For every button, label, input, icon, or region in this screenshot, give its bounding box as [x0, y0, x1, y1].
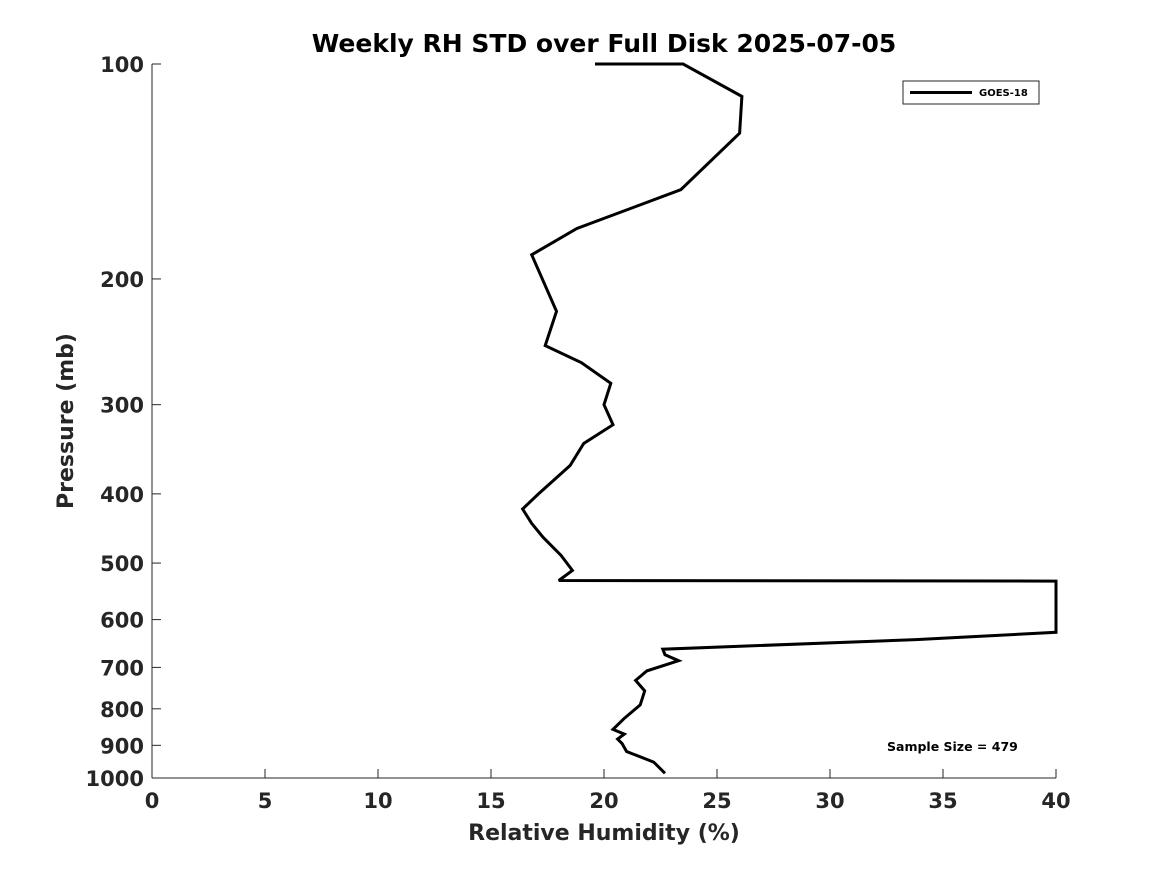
x-ticks: 0 5 10 15 20 25 30 35 40 [145, 769, 1071, 813]
y-tick-label: 300 [100, 394, 144, 418]
series-layer [520, 62, 1058, 775]
y-tick-label: 900 [100, 734, 144, 758]
y-tick-label: 700 [100, 656, 144, 680]
x-tick-label: 15 [476, 789, 505, 813]
x-tick-label: 35 [928, 789, 957, 813]
x-tick-label: 20 [589, 789, 618, 813]
legend: GOES-18 [902, 80, 1040, 105]
y-ticks: 100 200 300 400 500 600 700 800 900 1000 [86, 53, 161, 791]
x-tick-label: 10 [363, 789, 392, 813]
y-tick-label: 600 [100, 609, 144, 633]
y-tick-label: 500 [100, 552, 144, 576]
x-axis-label: Relative Humidity (%) [468, 821, 740, 846]
legend-label-goes-18: GOES-18 [979, 88, 1028, 99]
series-line-goes-18 [520, 62, 1058, 775]
x-tick-label: 30 [815, 789, 844, 813]
x-tick-label: 25 [702, 789, 731, 813]
x-tick-label: 5 [258, 789, 273, 813]
chart-title: Weekly RH STD over Full Disk 2025-07-05 [312, 29, 897, 58]
y-tick-label: 400 [100, 483, 144, 507]
y-axis-label: Pressure (mb) [54, 333, 79, 509]
y-tick-label: 100 [100, 53, 144, 77]
y-tick-label: 200 [100, 268, 144, 292]
sample-size-annotation: Sample Size = 479 [887, 739, 1018, 754]
y-tick-label: 1000 [86, 767, 144, 791]
x-tick-label: 0 [145, 789, 160, 813]
x-tick-label: 40 [1041, 789, 1070, 813]
y-tick-label: 800 [100, 698, 144, 722]
